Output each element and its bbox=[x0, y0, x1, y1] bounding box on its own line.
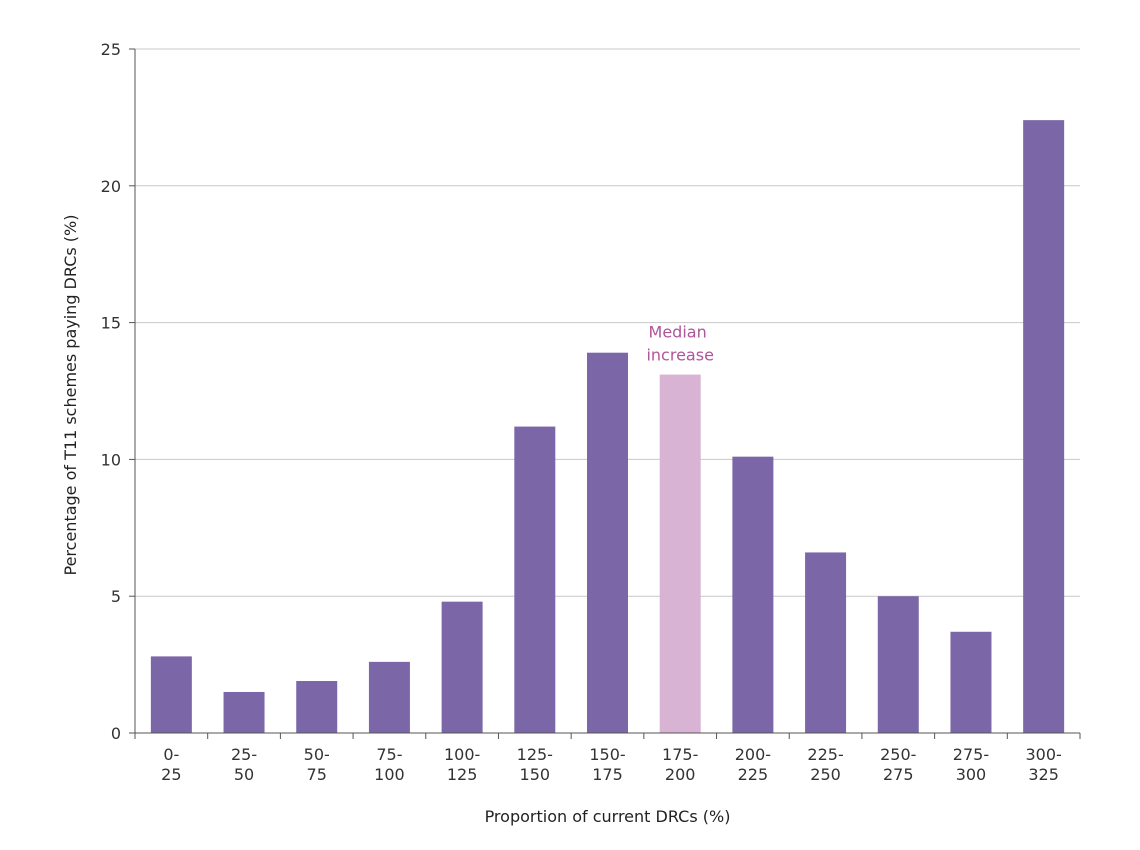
x-axis-title: Proportion of current DRCs (%) bbox=[485, 807, 731, 826]
x-tick-label-line: 75- bbox=[376, 745, 402, 764]
bar-250-275 bbox=[877, 596, 919, 733]
bar-150-175 bbox=[587, 352, 628, 733]
x-tick-label-line: 50- bbox=[304, 745, 330, 764]
x-tick-label: 125-150 bbox=[517, 745, 553, 784]
annotation-line-1: Median bbox=[649, 323, 707, 342]
x-tick-label-line: 150 bbox=[520, 765, 551, 784]
y-tick-label: 0 bbox=[111, 724, 121, 743]
x-tick-label-line: 275 bbox=[883, 765, 914, 784]
x-tick-label: 100-125 bbox=[444, 745, 480, 784]
bar-25-50 bbox=[223, 691, 265, 733]
y-tick-label: 20 bbox=[101, 177, 121, 196]
x-tick-label-line: 100- bbox=[444, 745, 480, 764]
x-tick-label-line: 125 bbox=[447, 765, 478, 784]
y-tick-label: 5 bbox=[111, 587, 121, 606]
x-tick-label: 175-200 bbox=[662, 745, 698, 784]
x-tick-label: 200-225 bbox=[735, 745, 771, 784]
y-tick-label: 15 bbox=[101, 314, 121, 333]
gridlines bbox=[135, 48, 1080, 597]
y-tick-label: 10 bbox=[101, 450, 121, 469]
x-tick-label-line: 75 bbox=[307, 765, 327, 784]
x-tick-label-line: 250 bbox=[810, 765, 841, 784]
bar-175-200 bbox=[659, 374, 701, 733]
x-tick-label-line: 25 bbox=[161, 765, 181, 784]
x-tick-label-line: 250- bbox=[880, 745, 916, 764]
x-tick-label: 0-25 bbox=[161, 745, 181, 784]
x-tick-label-line: 225- bbox=[807, 745, 843, 764]
x-tick-label-line: 150- bbox=[589, 745, 625, 764]
x-tick-label-line: 200 bbox=[665, 765, 696, 784]
bar-200-225 bbox=[732, 456, 774, 733]
bar-50-75 bbox=[296, 681, 338, 733]
bar-300-325 bbox=[1023, 120, 1065, 734]
x-tick-label-line: 175 bbox=[592, 765, 623, 784]
x-tick-label: 275-300 bbox=[953, 745, 989, 784]
y-axis-title: Percentage of T11 schemes paying DRCs (%… bbox=[61, 215, 80, 576]
x-tick-label-line: 225 bbox=[738, 765, 769, 784]
bar-275-300 bbox=[950, 631, 992, 733]
x-tick-label: 150-175 bbox=[589, 745, 625, 784]
x-tick-label: 250-275 bbox=[880, 745, 916, 784]
y-axis-ticks: 0 5 10 15 20 25 bbox=[101, 40, 135, 743]
y-tick-label: 25 bbox=[101, 40, 121, 59]
bars bbox=[150, 120, 1065, 734]
bar-75-100 bbox=[368, 661, 410, 733]
annotation-line-2: increase bbox=[646, 346, 713, 365]
bar-100-125 bbox=[441, 601, 483, 733]
x-tick-label: 50-75 bbox=[304, 745, 330, 784]
x-tick-label: 25-50 bbox=[231, 745, 257, 784]
median-increase-annotation: Median increase bbox=[646, 323, 713, 365]
bar-225-250 bbox=[805, 552, 847, 733]
x-axis-labels: 0-2525-5050-7575-100100-125125-150150-17… bbox=[134, 733, 1081, 784]
x-tick-label-line: 0- bbox=[163, 745, 179, 764]
x-tick-label-line: 275- bbox=[953, 745, 989, 764]
x-tick-label-line: 300 bbox=[956, 765, 987, 784]
x-tick-label-line: 300- bbox=[1025, 745, 1061, 764]
x-tick-label: 300-325 bbox=[1025, 745, 1061, 784]
x-tick-label-line: 50 bbox=[234, 765, 254, 784]
x-tick-label-line: 200- bbox=[735, 745, 771, 764]
x-tick-label-line: 100 bbox=[374, 765, 405, 784]
x-tick-label-line: 325 bbox=[1028, 765, 1059, 784]
bar-0-25 bbox=[150, 656, 192, 733]
bar-125-150 bbox=[514, 426, 556, 733]
x-tick-label-line: 125- bbox=[517, 745, 553, 764]
x-tick-label: 225-250 bbox=[807, 745, 843, 784]
x-tick-label: 75-100 bbox=[374, 745, 405, 784]
x-tick-label-line: 175- bbox=[662, 745, 698, 764]
x-tick-label-line: 25- bbox=[231, 745, 257, 764]
